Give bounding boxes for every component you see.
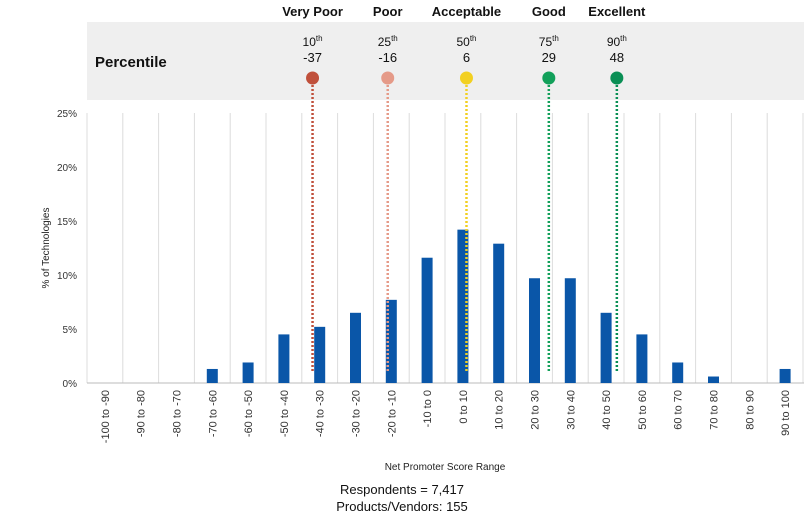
rating-label: Good	[532, 4, 566, 19]
bar--10-to-0	[421, 257, 433, 383]
bar--20-to--10	[385, 299, 397, 383]
percentile-score: -37	[303, 50, 322, 65]
percentile-value: 75	[539, 35, 553, 49]
x-tick-label: -100 to -90	[100, 390, 112, 443]
percentile-value: 50	[456, 35, 470, 49]
x-tick-label: -30 to -20	[351, 390, 363, 437]
bar--60-to--50	[242, 362, 254, 383]
x-tick-label: -80 to -70	[172, 390, 184, 437]
x-tick-label: -50 to -40	[279, 390, 291, 437]
percentile-label: Percentile	[95, 54, 167, 71]
y-tick-label: 15%	[57, 217, 77, 228]
bar-20-to-30	[529, 278, 540, 383]
percentile-number: 25th	[378, 34, 398, 49]
x-tick-label: 90 to 100	[780, 390, 792, 436]
percentile-number: 10th	[303, 34, 323, 49]
x-tick-label: 40 to 50	[601, 390, 613, 430]
bar-60-to-70	[672, 362, 684, 383]
bar-30-to-40	[564, 278, 576, 383]
percentile-markers: Very Poor10th-37Poor25th-16Acceptable50t…	[282, 4, 646, 373]
bars	[206, 229, 791, 383]
percentile-dot	[306, 71, 320, 85]
rating-label: Acceptable	[432, 4, 501, 19]
products-vendors-count: Products/Vendors: 155	[336, 499, 468, 514]
bar--30-to--20	[350, 312, 361, 383]
percentile-dot	[542, 71, 556, 85]
respondents-count: Respondents = 7,417	[340, 482, 464, 497]
percentile-number: 75th	[539, 34, 559, 49]
percentile-suffix: th	[316, 34, 323, 43]
x-tick-label: -90 to -80	[136, 390, 148, 437]
percentile-score: 6	[463, 50, 470, 65]
y-tick-label: 0%	[63, 379, 78, 390]
x-tick-label: -60 to -50	[243, 390, 255, 437]
x-axis-label: Net Promoter Score Range	[385, 462, 506, 473]
y-axis-ticks: 0% 5% 10% 15% 20% 25%	[57, 109, 77, 390]
x-tick-label: 80 to 90	[744, 390, 756, 430]
bar-70-to-80	[708, 376, 719, 383]
percentile-score: -16	[378, 50, 397, 65]
bar-10-to-20	[493, 243, 505, 383]
x-tick-label: 20 to 30	[530, 390, 542, 430]
percentile-value: 25	[378, 35, 392, 49]
bar-0-to-10	[457, 229, 469, 383]
percentile-number: 90th	[607, 34, 627, 49]
percentile-value: 90	[607, 35, 621, 49]
y-axis-label: % of Technologies	[41, 208, 52, 289]
bar-50-to-60	[636, 334, 648, 383]
y-tick-label: 20%	[57, 163, 77, 174]
x-tick-label: -70 to -60	[207, 390, 219, 437]
percentile-suffix: th	[391, 34, 398, 43]
x-axis-ticks: -100 to -90 -90 to -80 -80 to -70 -70 to -6…	[100, 390, 792, 443]
x-tick-label: 0 to 10	[458, 390, 470, 424]
vertical-gridlines	[86, 113, 804, 383]
x-tick-label: 50 to 60	[637, 390, 649, 430]
percentile-score: 48	[610, 50, 624, 65]
bar-90-to-100	[779, 368, 791, 383]
rating-label: Poor	[373, 4, 403, 19]
bar--50-to--40	[278, 334, 290, 383]
x-tick-label: -10 to 0	[422, 390, 434, 427]
percentile-score: 29	[542, 50, 556, 65]
percentile-suffix: th	[470, 34, 477, 43]
bar--70-to--60	[206, 368, 218, 383]
x-tick-label: -20 to -10	[386, 390, 398, 437]
x-tick-label: 10 to 20	[494, 390, 506, 430]
percentile-suffix: th	[552, 34, 559, 43]
bar-40-to-50	[600, 312, 612, 383]
y-tick-label: 25%	[57, 109, 77, 120]
percentile-number: 50th	[456, 34, 476, 49]
percentile-band	[87, 22, 804, 100]
rating-label: Very Poor	[282, 4, 343, 19]
x-tick-label: 70 to 80	[709, 390, 721, 430]
y-tick-label: 10%	[57, 271, 77, 282]
percentile-value: 10	[303, 35, 317, 49]
percentile-dot	[459, 71, 473, 85]
x-tick-label: 60 to 70	[673, 390, 685, 430]
rating-label: Excellent	[588, 4, 646, 19]
percentile-dot	[381, 71, 395, 85]
y-tick-label: 5%	[63, 325, 78, 336]
percentile-dot	[610, 71, 624, 85]
percentile-suffix: th	[620, 34, 627, 43]
bar--40-to--30	[314, 326, 326, 383]
x-tick-label: -40 to -30	[315, 390, 327, 437]
x-tick-label: 30 to 40	[565, 390, 577, 430]
